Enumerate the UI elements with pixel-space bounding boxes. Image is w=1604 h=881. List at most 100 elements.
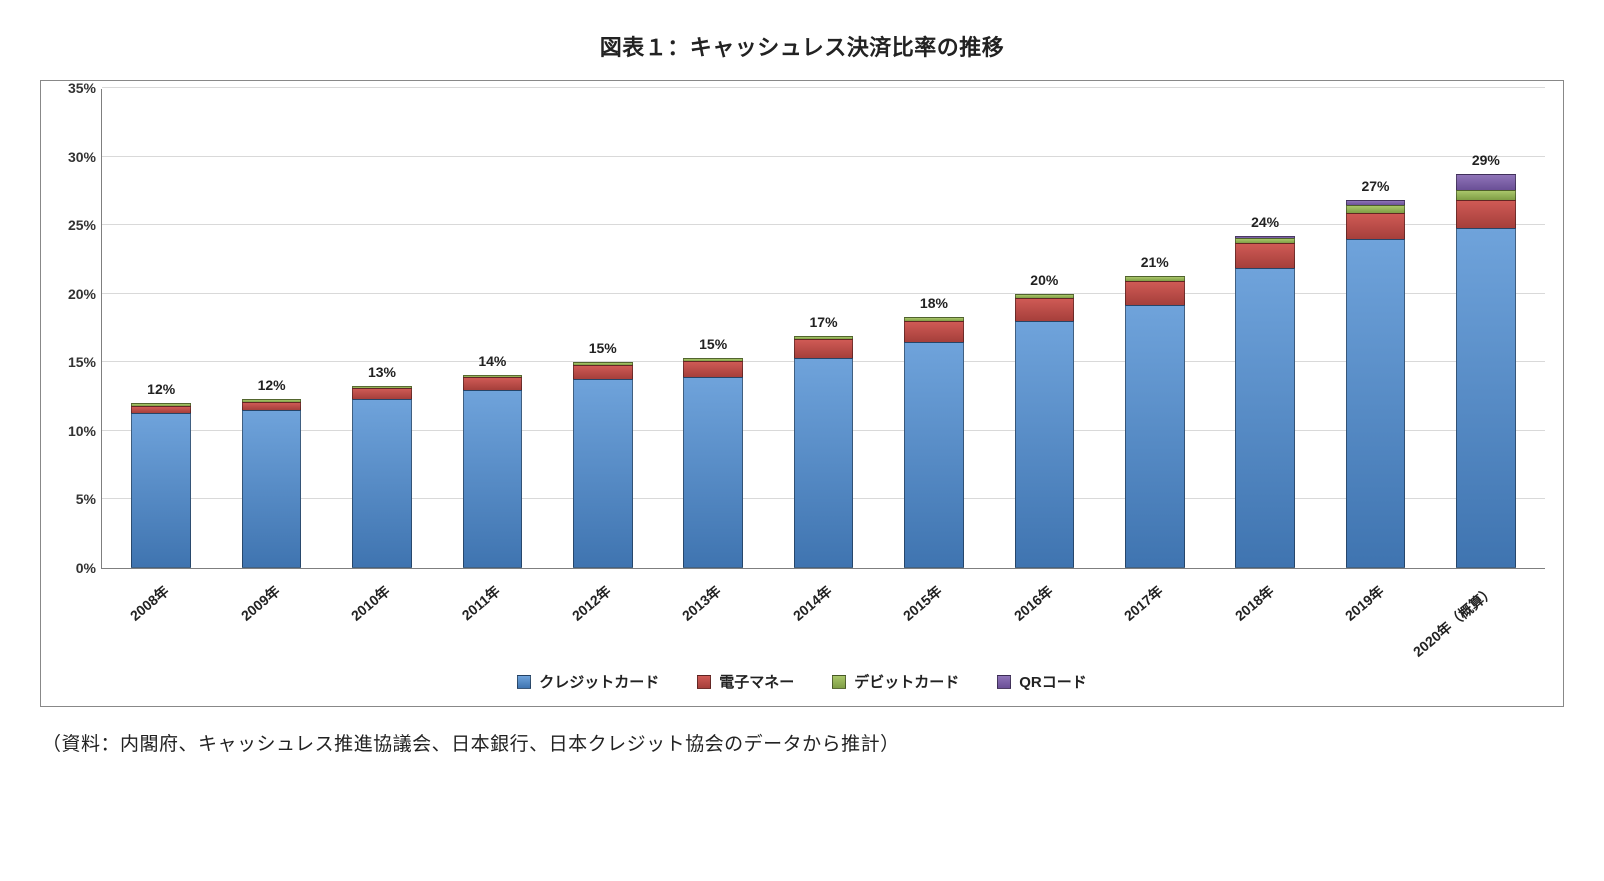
bar-stack [573, 362, 633, 568]
bar-slot: 18% [879, 89, 989, 568]
y-tick-label: 35% [50, 80, 96, 96]
y-tick-label: 15% [50, 354, 96, 370]
bar-segment-emoney [573, 365, 633, 379]
bar-stack [683, 358, 743, 568]
legend-item-emoney: 電子マネー [697, 671, 794, 692]
bar-segment-emoney [1125, 281, 1185, 304]
bar-stack [1015, 294, 1075, 568]
bar-stack [1125, 276, 1185, 568]
chart-title: 図表１：キャッシュレス決済比率の推移 [40, 30, 1564, 62]
bar-segment-credit [573, 379, 633, 568]
bar-segment-debit [1346, 205, 1406, 213]
bar-segment-debit [1235, 238, 1295, 243]
bar-slot: 20% [989, 89, 1099, 568]
bar-segment-debit [1125, 276, 1185, 281]
legend-swatch [697, 675, 711, 689]
legend-swatch [832, 675, 846, 689]
y-tick-label: 10% [50, 423, 96, 439]
x-tick-label: 2018年 [1210, 573, 1320, 663]
bar-segment-emoney [683, 361, 743, 377]
bar-segment-qr [1235, 236, 1295, 237]
x-tick-label: 2012年 [547, 573, 657, 663]
bar-segment-credit [904, 342, 964, 568]
bar-segment-credit [1456, 228, 1516, 568]
bar-segment-credit [463, 390, 523, 568]
bar-stack [352, 386, 412, 568]
x-tick-label: 2011年 [436, 573, 546, 663]
bar-total-label: 15% [699, 336, 727, 352]
legend-swatch [997, 675, 1011, 689]
bar-stack [1235, 236, 1295, 568]
plot-wrap: 12%12%13%14%15%15%17%18%20%21%24%27%29% … [49, 89, 1555, 663]
bar-stack [794, 336, 854, 568]
bar-segment-qr [1346, 200, 1406, 204]
bar-segment-emoney [904, 321, 964, 342]
bar-slot: 17% [768, 89, 878, 568]
bar-stack [1456, 174, 1516, 568]
bar-segment-emoney [242, 402, 302, 410]
bar-slot: 24% [1210, 89, 1320, 568]
bar-total-label: 18% [920, 295, 948, 311]
x-tick-label: 2015年 [878, 573, 988, 663]
legend-label: クレジットカード [539, 671, 659, 692]
source-note: （資料：内閣府、キャッシュレス推進協議会、日本銀行、日本クレジット協会のデータか… [42, 729, 1562, 756]
bar-segment-debit [242, 399, 302, 402]
bar-segment-emoney [131, 406, 191, 413]
legend-label: QRコード [1019, 671, 1087, 692]
legend-item-credit: クレジットカード [517, 671, 659, 692]
bar-total-label: 27% [1361, 178, 1389, 194]
bar-slot: 21% [1100, 89, 1210, 568]
bar-segment-debit [1015, 294, 1075, 298]
bar-segment-debit [683, 358, 743, 361]
bar-stack [1346, 200, 1406, 568]
bar-segment-credit [1235, 268, 1295, 568]
bar-segment-emoney [794, 339, 854, 358]
bar-segment-credit [131, 413, 191, 568]
bar-segment-credit [1015, 321, 1075, 568]
bar-segment-emoney [352, 388, 412, 399]
bar-segment-debit [352, 386, 412, 389]
x-tick-label: 2009年 [215, 573, 325, 663]
bar-slot: 15% [548, 89, 658, 568]
bar-segment-credit [1125, 305, 1185, 568]
chart-frame: 12%12%13%14%15%15%17%18%20%21%24%27%29% … [40, 80, 1564, 707]
bar-segment-credit [683, 377, 743, 568]
bar-total-label: 12% [147, 381, 175, 397]
bar-segment-credit [352, 399, 412, 568]
x-axis-labels: 2008年2009年2010年2011年2012年2013年2014年2015年… [101, 573, 1545, 663]
bar-slot: 14% [437, 89, 547, 568]
legend-item-qr: QRコード [997, 671, 1087, 692]
bar-total-label: 12% [258, 377, 286, 393]
bar-segment-debit [1456, 190, 1516, 201]
y-tick-label: 20% [50, 286, 96, 302]
bar-slot: 15% [658, 89, 768, 568]
legend-label: 電子マネー [719, 671, 794, 692]
x-tick-label: 2016年 [989, 573, 1099, 663]
bar-total-label: 24% [1251, 214, 1279, 230]
bar-total-label: 21% [1141, 254, 1169, 270]
y-tick-label: 0% [50, 560, 96, 576]
legend-item-debit: デビットカード [832, 671, 959, 692]
bar-segment-debit [794, 336, 854, 339]
bar-segment-credit [242, 410, 302, 568]
bar-segment-emoney [463, 377, 523, 389]
y-tick-label: 30% [50, 149, 96, 165]
y-tick-label: 25% [50, 217, 96, 233]
bar-total-label: 29% [1472, 152, 1500, 168]
bar-total-label: 14% [478, 353, 506, 369]
bar-segment-debit [463, 375, 523, 378]
x-tick-label: 2013年 [657, 573, 767, 663]
bar-segment-qr [1456, 174, 1516, 189]
bars-row: 12%12%13%14%15%15%17%18%20%21%24%27%29% [102, 89, 1545, 568]
bar-stack [242, 399, 302, 568]
bar-segment-emoney [1346, 213, 1406, 239]
bar-stack [904, 317, 964, 568]
bar-total-label: 17% [810, 314, 838, 330]
legend-swatch [517, 675, 531, 689]
bar-segment-emoney [1235, 243, 1295, 268]
bar-slot: 27% [1320, 89, 1430, 568]
bar-segment-debit [904, 317, 964, 321]
bar-segment-debit [131, 403, 191, 406]
bar-slot: 12% [106, 89, 216, 568]
bar-total-label: 15% [589, 340, 617, 356]
